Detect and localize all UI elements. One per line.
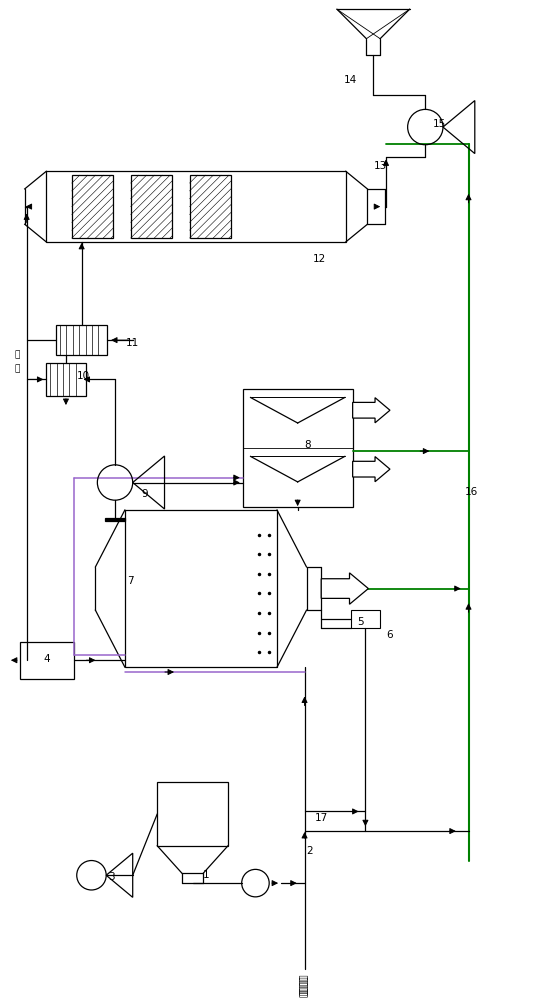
Bar [72, 175, 113, 238]
Text: 8: 8 [304, 440, 311, 450]
Bar [190, 175, 231, 238]
Text: 15: 15 [433, 119, 446, 129]
Polygon shape [321, 573, 368, 604]
Bar [56, 325, 107, 355]
Bar [157, 782, 228, 846]
Text: 7: 7 [127, 576, 134, 586]
Text: 10: 10 [77, 371, 90, 381]
Text: 工业尾气: 工业尾气 [300, 975, 309, 997]
Text: 氨: 氨 [14, 364, 20, 373]
Text: 工业尾气: 工业尾气 [300, 973, 309, 995]
Text: 13: 13 [373, 161, 387, 171]
Polygon shape [353, 457, 390, 482]
Text: 17: 17 [315, 813, 328, 823]
Bar [20, 642, 74, 679]
FancyArrow shape [105, 518, 125, 521]
Text: 氨: 氨 [14, 350, 20, 359]
Bar [350, 610, 380, 628]
Text: 5: 5 [357, 617, 364, 627]
Text: 2: 2 [306, 846, 312, 856]
Text: 16: 16 [465, 487, 478, 497]
Polygon shape [353, 398, 390, 423]
Text: 3: 3 [108, 872, 115, 882]
Bar [243, 389, 353, 507]
Bar [131, 175, 172, 238]
Text: 12: 12 [312, 254, 326, 264]
Text: 1: 1 [203, 870, 210, 880]
Text: 11: 11 [126, 338, 139, 348]
Text: 4: 4 [43, 654, 50, 664]
Bar [125, 510, 277, 667]
Text: 14: 14 [344, 75, 357, 85]
Text: 6: 6 [387, 630, 394, 640]
Text: 9: 9 [141, 489, 148, 499]
Bar [46, 363, 86, 396]
Bar [46, 171, 346, 242]
